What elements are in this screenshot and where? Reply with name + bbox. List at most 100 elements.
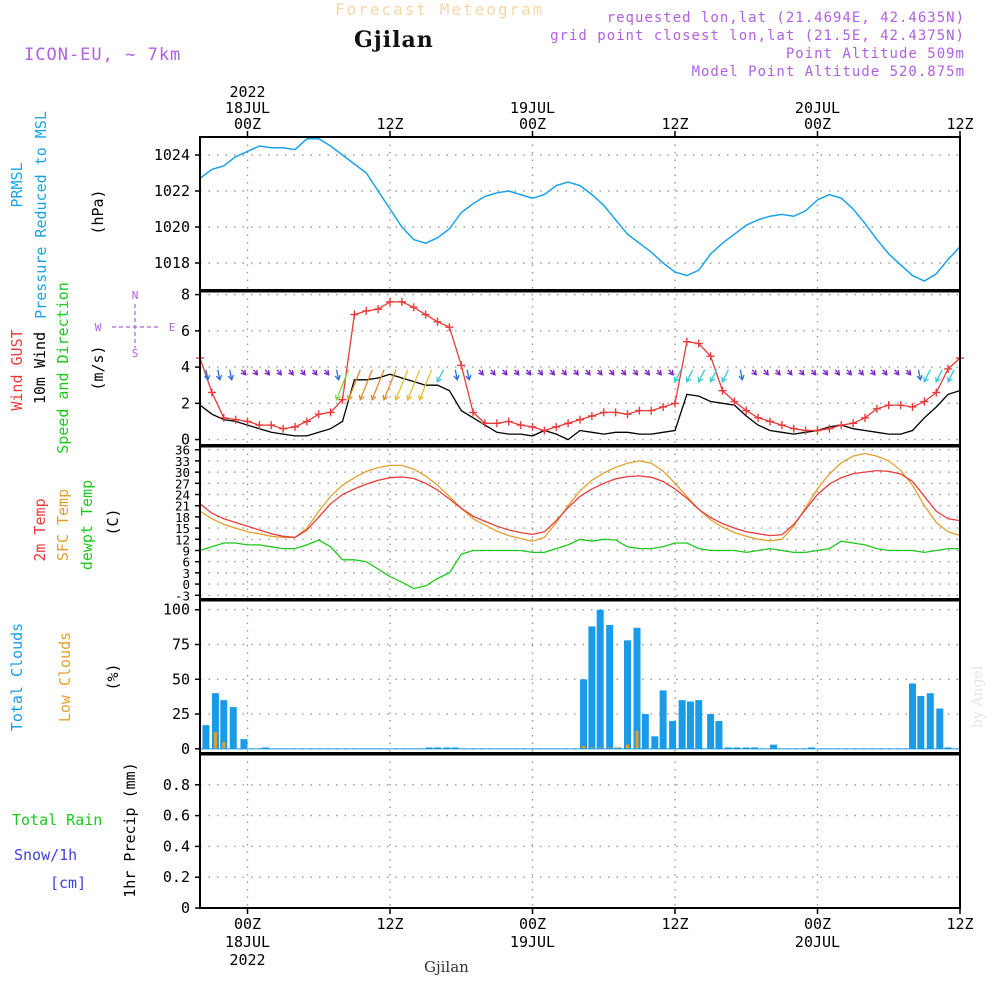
gust-marker <box>611 408 620 417</box>
gust-marker <box>469 408 478 417</box>
wind-vector-head <box>905 369 912 376</box>
wind-vector <box>436 369 445 383</box>
wind-vector <box>947 369 955 383</box>
footer-location: Gjilan <box>424 958 469 976</box>
wind-vector <box>371 369 385 401</box>
wind-vector <box>686 369 694 383</box>
wind-vector-head <box>774 369 781 376</box>
wind-speed-line <box>199 373 961 441</box>
gust-marker <box>540 426 549 435</box>
gust-marker <box>279 424 288 433</box>
panel-frame <box>199 599 961 754</box>
gust-marker <box>350 310 359 319</box>
gust-marker <box>338 395 347 404</box>
wind-vector-head <box>697 376 704 383</box>
gust-marker <box>920 397 929 406</box>
wind-vector-head <box>738 374 745 382</box>
gust-marker <box>409 303 418 312</box>
wind-vector-head <box>685 376 692 383</box>
wind-vector <box>917 369 922 380</box>
gust-marker <box>231 415 240 424</box>
gust-marker <box>564 419 573 428</box>
gust-marker <box>587 412 596 421</box>
total-cloud-bar <box>944 747 952 749</box>
y-tick-label: 4 <box>181 358 190 376</box>
y-tick-label: 0 <box>181 740 190 758</box>
bottom-time-label: 20JUL <box>795 933 840 951</box>
wind-vector <box>407 369 421 401</box>
y-tick-label: 1024 <box>154 146 190 164</box>
gust-marker <box>837 421 846 430</box>
gust-marker <box>825 424 834 433</box>
total-cloud-bar <box>917 695 925 749</box>
wind-gust-line <box>199 301 961 432</box>
wind-unit: (m/s) <box>89 345 107 390</box>
temp2m-label: 2m Temp <box>31 498 49 561</box>
pressure-label-2: Pressure Reduced to MSL <box>32 111 50 319</box>
wind-vector-head <box>436 376 443 383</box>
wind-vector-head <box>537 369 544 376</box>
gust-marker <box>647 406 656 415</box>
wind-vector-head <box>881 369 888 376</box>
gust-label: Wind GUST <box>8 329 26 410</box>
wind-vector-head <box>465 374 472 382</box>
top-time-label: 20JUL <box>795 99 840 117</box>
total-cloud-bar <box>936 708 944 749</box>
wind-vector-head <box>916 374 923 382</box>
wind-vector <box>359 369 373 401</box>
wind-vector-head <box>596 369 603 376</box>
y-tick-label: 2 <box>181 394 190 412</box>
wind-vector-head <box>923 376 929 383</box>
y-tick-label: 1022 <box>154 182 190 200</box>
wind-vector-head <box>561 369 567 376</box>
low-cloud-bar <box>626 744 629 749</box>
gust-marker <box>754 413 763 422</box>
total-cloud-bar <box>651 736 659 749</box>
wind-vector-head <box>763 369 769 376</box>
wind-vector-head <box>798 369 805 376</box>
sfc-temp-line <box>199 452 961 542</box>
wind-vector-head <box>204 374 211 382</box>
super-title: Forecast Meteogram <box>335 0 545 19</box>
low-cloud-bar <box>213 732 217 749</box>
gust-marker <box>932 388 941 397</box>
data-layer <box>196 138 964 750</box>
y-tick-label: 100 <box>163 601 190 619</box>
wind-vector-head <box>227 374 235 382</box>
y-tick-label: 24 <box>175 488 190 503</box>
wind-vector-head <box>656 369 662 376</box>
wind-vector-head <box>846 369 852 376</box>
bottom-time-label: 12Z <box>661 915 688 933</box>
bottom-time-label: 19JUL <box>510 933 555 951</box>
gust-marker <box>219 413 228 422</box>
total-cloud-bar <box>751 747 759 749</box>
y-tick-label: 0.4 <box>163 837 190 855</box>
y-tick-label: 30 <box>175 465 190 480</box>
total-cloud-bar <box>808 747 816 749</box>
wind-vector-head <box>252 369 259 376</box>
total-cloud-bar <box>451 747 459 749</box>
dewpt-label: dewpt Temp <box>78 480 96 570</box>
total-cloud-bar <box>695 700 703 749</box>
wind-vector <box>698 369 706 383</box>
total-cloud-bar <box>909 683 916 749</box>
panel-frame <box>199 753 961 909</box>
wind-vector-head <box>673 376 680 383</box>
gust-marker <box>421 310 430 319</box>
wind-vector-head <box>709 376 716 383</box>
total-clouds-label: Total Clouds <box>8 623 26 731</box>
wind-vector <box>229 369 233 380</box>
gust-marker <box>492 419 501 428</box>
low-cloud-bar <box>222 741 226 749</box>
total-cloud-bar <box>926 693 934 749</box>
y-tick-label: 0 <box>181 899 190 917</box>
y-tick-label: 12 <box>175 532 190 547</box>
gust-marker <box>908 402 917 411</box>
wind-vector-head <box>276 369 282 376</box>
pressure-line <box>199 138 961 282</box>
total-cloud-bar <box>229 707 237 749</box>
wind-vector-head <box>858 369 864 376</box>
y-tick-label: 75 <box>172 636 190 654</box>
wind-vector <box>674 369 682 383</box>
wind-vector-head <box>786 369 793 376</box>
